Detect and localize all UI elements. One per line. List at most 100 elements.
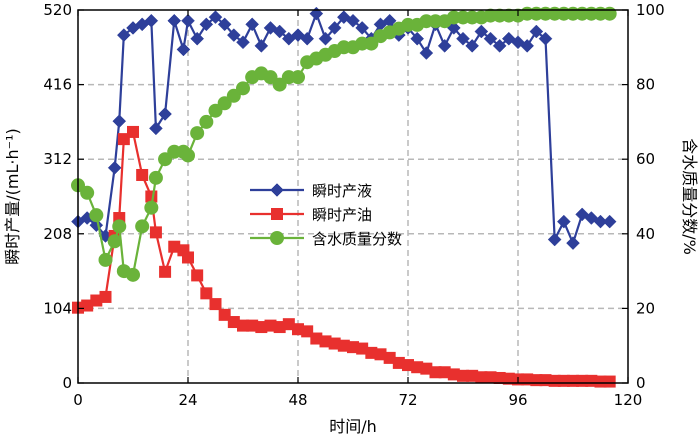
oil-rate-point xyxy=(168,240,181,253)
liquid-rate-point xyxy=(309,6,324,21)
oil-rate-point xyxy=(227,316,240,329)
legend-label-oil: 瞬时产油 xyxy=(312,206,372,224)
liquid-rate-point xyxy=(520,39,535,53)
legend-label-water-cut: 含水质量分数 xyxy=(312,230,402,248)
oil-rate-point xyxy=(374,348,387,361)
water-cut-point xyxy=(135,219,150,234)
liquid-rate-point xyxy=(263,21,278,35)
liquid-rate-line-group xyxy=(71,6,617,250)
oil-rate-point xyxy=(557,374,570,387)
series-layer xyxy=(71,6,617,388)
liquid-rate-point xyxy=(107,160,122,175)
oil-rate-point xyxy=(603,375,616,388)
oil-rate-point xyxy=(447,368,460,381)
oil-rate-point xyxy=(466,369,479,382)
water-cut-point xyxy=(80,185,95,200)
oil-rate-point xyxy=(237,319,249,332)
x-tick-label: 96 xyxy=(508,391,527,409)
liquid-rate-point xyxy=(245,17,260,32)
liquid-rate-point xyxy=(217,17,232,32)
oil-rate-point xyxy=(567,374,579,387)
liquid-rate-point xyxy=(199,17,214,32)
liquid-rate-point xyxy=(410,31,425,46)
oil-rate-point xyxy=(328,337,341,350)
liquid-rate-point xyxy=(158,107,172,121)
liquid-rate-point xyxy=(181,13,195,28)
liquid-rate-point xyxy=(529,24,544,39)
oil-rate-point xyxy=(457,369,469,382)
oil-rate-point xyxy=(149,226,162,239)
legend-item-liquid: 瞬时产液 xyxy=(250,182,372,200)
liquid-rate-point xyxy=(254,39,269,53)
legend-marker-shape xyxy=(270,183,284,197)
oil-rate-point xyxy=(585,374,598,387)
y-right-tick-label: 0 xyxy=(636,374,646,392)
oil-rate-line-group xyxy=(72,125,616,388)
oil-rate-point xyxy=(475,371,488,384)
legend-label-liquid: 瞬时产液 xyxy=(312,182,372,200)
oil-rate-point xyxy=(484,371,497,384)
liquid-rate-point xyxy=(236,35,250,50)
legend-marker-shape xyxy=(271,208,283,220)
liquid-rate-point xyxy=(355,21,370,35)
oil-rate-point xyxy=(438,366,451,379)
legend-marker-oil xyxy=(271,208,283,220)
oil-rate-point xyxy=(200,287,213,300)
y-right-tick-label: 60 xyxy=(636,150,655,168)
liquid-rate-point xyxy=(300,31,315,46)
x-tick-label: 48 xyxy=(288,391,307,409)
y-right-tick-label: 100 xyxy=(636,1,665,19)
water-cut-point xyxy=(126,267,140,282)
x-tick-label: 120 xyxy=(614,391,643,409)
oil-rate-point xyxy=(255,321,268,334)
legend: 瞬时产液 瞬时产油 含水质量分数 xyxy=(250,182,402,248)
oil-rate-point xyxy=(99,290,112,303)
y-axis-left-title: 瞬时产量/(mL·h⁻¹) xyxy=(3,128,22,264)
liquid-rate-point xyxy=(492,39,507,53)
liquid-rate-point xyxy=(474,24,489,39)
liquid-rate-point xyxy=(538,31,553,46)
water-cut-point xyxy=(181,148,195,163)
legend-item-oil: 瞬时产油 xyxy=(250,206,372,224)
liquid-rate-point xyxy=(226,28,241,42)
liquid-rate-point xyxy=(208,10,223,25)
oil-rate-point xyxy=(392,356,405,369)
oil-rate-point xyxy=(319,335,332,348)
oil-rate-point xyxy=(356,342,369,355)
liquid-rate-point xyxy=(144,13,159,28)
oil-rate-point xyxy=(383,351,396,364)
oil-rate-point xyxy=(420,362,433,375)
oil-rate-point xyxy=(576,374,589,387)
oil-rate-point xyxy=(264,319,277,332)
legend-marker-water-cut xyxy=(270,231,284,245)
y-axis-right-title: 含水质量分数/% xyxy=(680,138,699,255)
y-left-tick-label: 208 xyxy=(43,225,72,243)
water-cut-point xyxy=(112,219,127,234)
plot-frame xyxy=(77,9,629,384)
liquid-rate-point xyxy=(318,31,333,46)
liquid-rate-point xyxy=(556,214,571,229)
y-left-tick-label: 312 xyxy=(43,150,72,168)
y-right-tick-label: 40 xyxy=(636,225,655,243)
oil-rate-point xyxy=(365,346,378,359)
oil-rate-point xyxy=(136,168,149,181)
oil-rate-point xyxy=(502,372,515,385)
liquid-rate-point xyxy=(346,13,360,28)
water-cut-point xyxy=(291,70,305,85)
water-cut-point xyxy=(148,170,163,185)
liquid-rate-point xyxy=(112,114,127,129)
y-right-tick-label: 20 xyxy=(636,299,655,317)
liquid-rate-point xyxy=(593,214,608,229)
oil-rate-point xyxy=(337,339,350,352)
x-axis-title: 时间/h xyxy=(329,417,377,436)
x-tick-label: 0 xyxy=(73,391,83,409)
liquid-rate-point xyxy=(465,39,480,53)
oil-rate-point xyxy=(594,375,607,388)
water-cut-point xyxy=(107,234,122,249)
oil-rate-point xyxy=(273,321,286,334)
water-cut-point xyxy=(602,6,617,21)
oil-rate-point xyxy=(282,318,295,331)
oil-rate-point xyxy=(81,299,94,312)
